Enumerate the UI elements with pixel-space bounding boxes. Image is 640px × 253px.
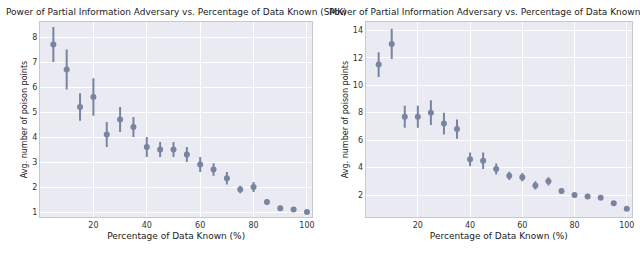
svg-text:6: 6 bbox=[32, 83, 37, 92]
svg-text:14: 14 bbox=[353, 26, 363, 35]
svg-text:Avg. number of poison points: Avg. number of poison points bbox=[341, 61, 350, 178]
svg-text:80: 80 bbox=[569, 221, 579, 230]
svg-text:5: 5 bbox=[32, 108, 37, 117]
svg-text:20: 20 bbox=[88, 221, 98, 230]
svg-text:20: 20 bbox=[413, 221, 423, 230]
svg-text:Power of Partial Information A: Power of Partial Information Adversary v… bbox=[329, 7, 640, 17]
svg-text:4: 4 bbox=[32, 133, 37, 142]
svg-text:Percentage of Data Known (%): Percentage of Data Known (%) bbox=[107, 231, 245, 241]
svg-text:80: 80 bbox=[248, 221, 258, 230]
svg-text:6: 6 bbox=[358, 136, 363, 145]
svg-text:60: 60 bbox=[517, 221, 527, 230]
svg-text:60: 60 bbox=[195, 221, 205, 230]
svg-text:3: 3 bbox=[32, 158, 37, 167]
svg-text:1: 1 bbox=[32, 208, 37, 217]
svg-text:2: 2 bbox=[358, 191, 363, 200]
svg-text:4: 4 bbox=[358, 163, 363, 172]
svg-text:Avg. number of poison points: Avg. number of poison points bbox=[20, 61, 29, 178]
svg-text:8: 8 bbox=[358, 108, 363, 117]
svg-text:100: 100 bbox=[299, 221, 314, 230]
svg-text:Percentage of Data Known (%): Percentage of Data Known (%) bbox=[430, 231, 568, 241]
svg-text:100: 100 bbox=[619, 221, 634, 230]
svg-text:7: 7 bbox=[32, 58, 37, 67]
svg-text:10: 10 bbox=[353, 81, 363, 90]
svg-text:12: 12 bbox=[353, 54, 363, 63]
svg-text:40: 40 bbox=[465, 221, 475, 230]
svg-text:8: 8 bbox=[32, 33, 37, 42]
svg-text:2: 2 bbox=[32, 183, 37, 192]
svg-text:Power of Partial Information A: Power of Partial Information Adversary v… bbox=[6, 7, 347, 17]
svg-text:40: 40 bbox=[142, 221, 152, 230]
